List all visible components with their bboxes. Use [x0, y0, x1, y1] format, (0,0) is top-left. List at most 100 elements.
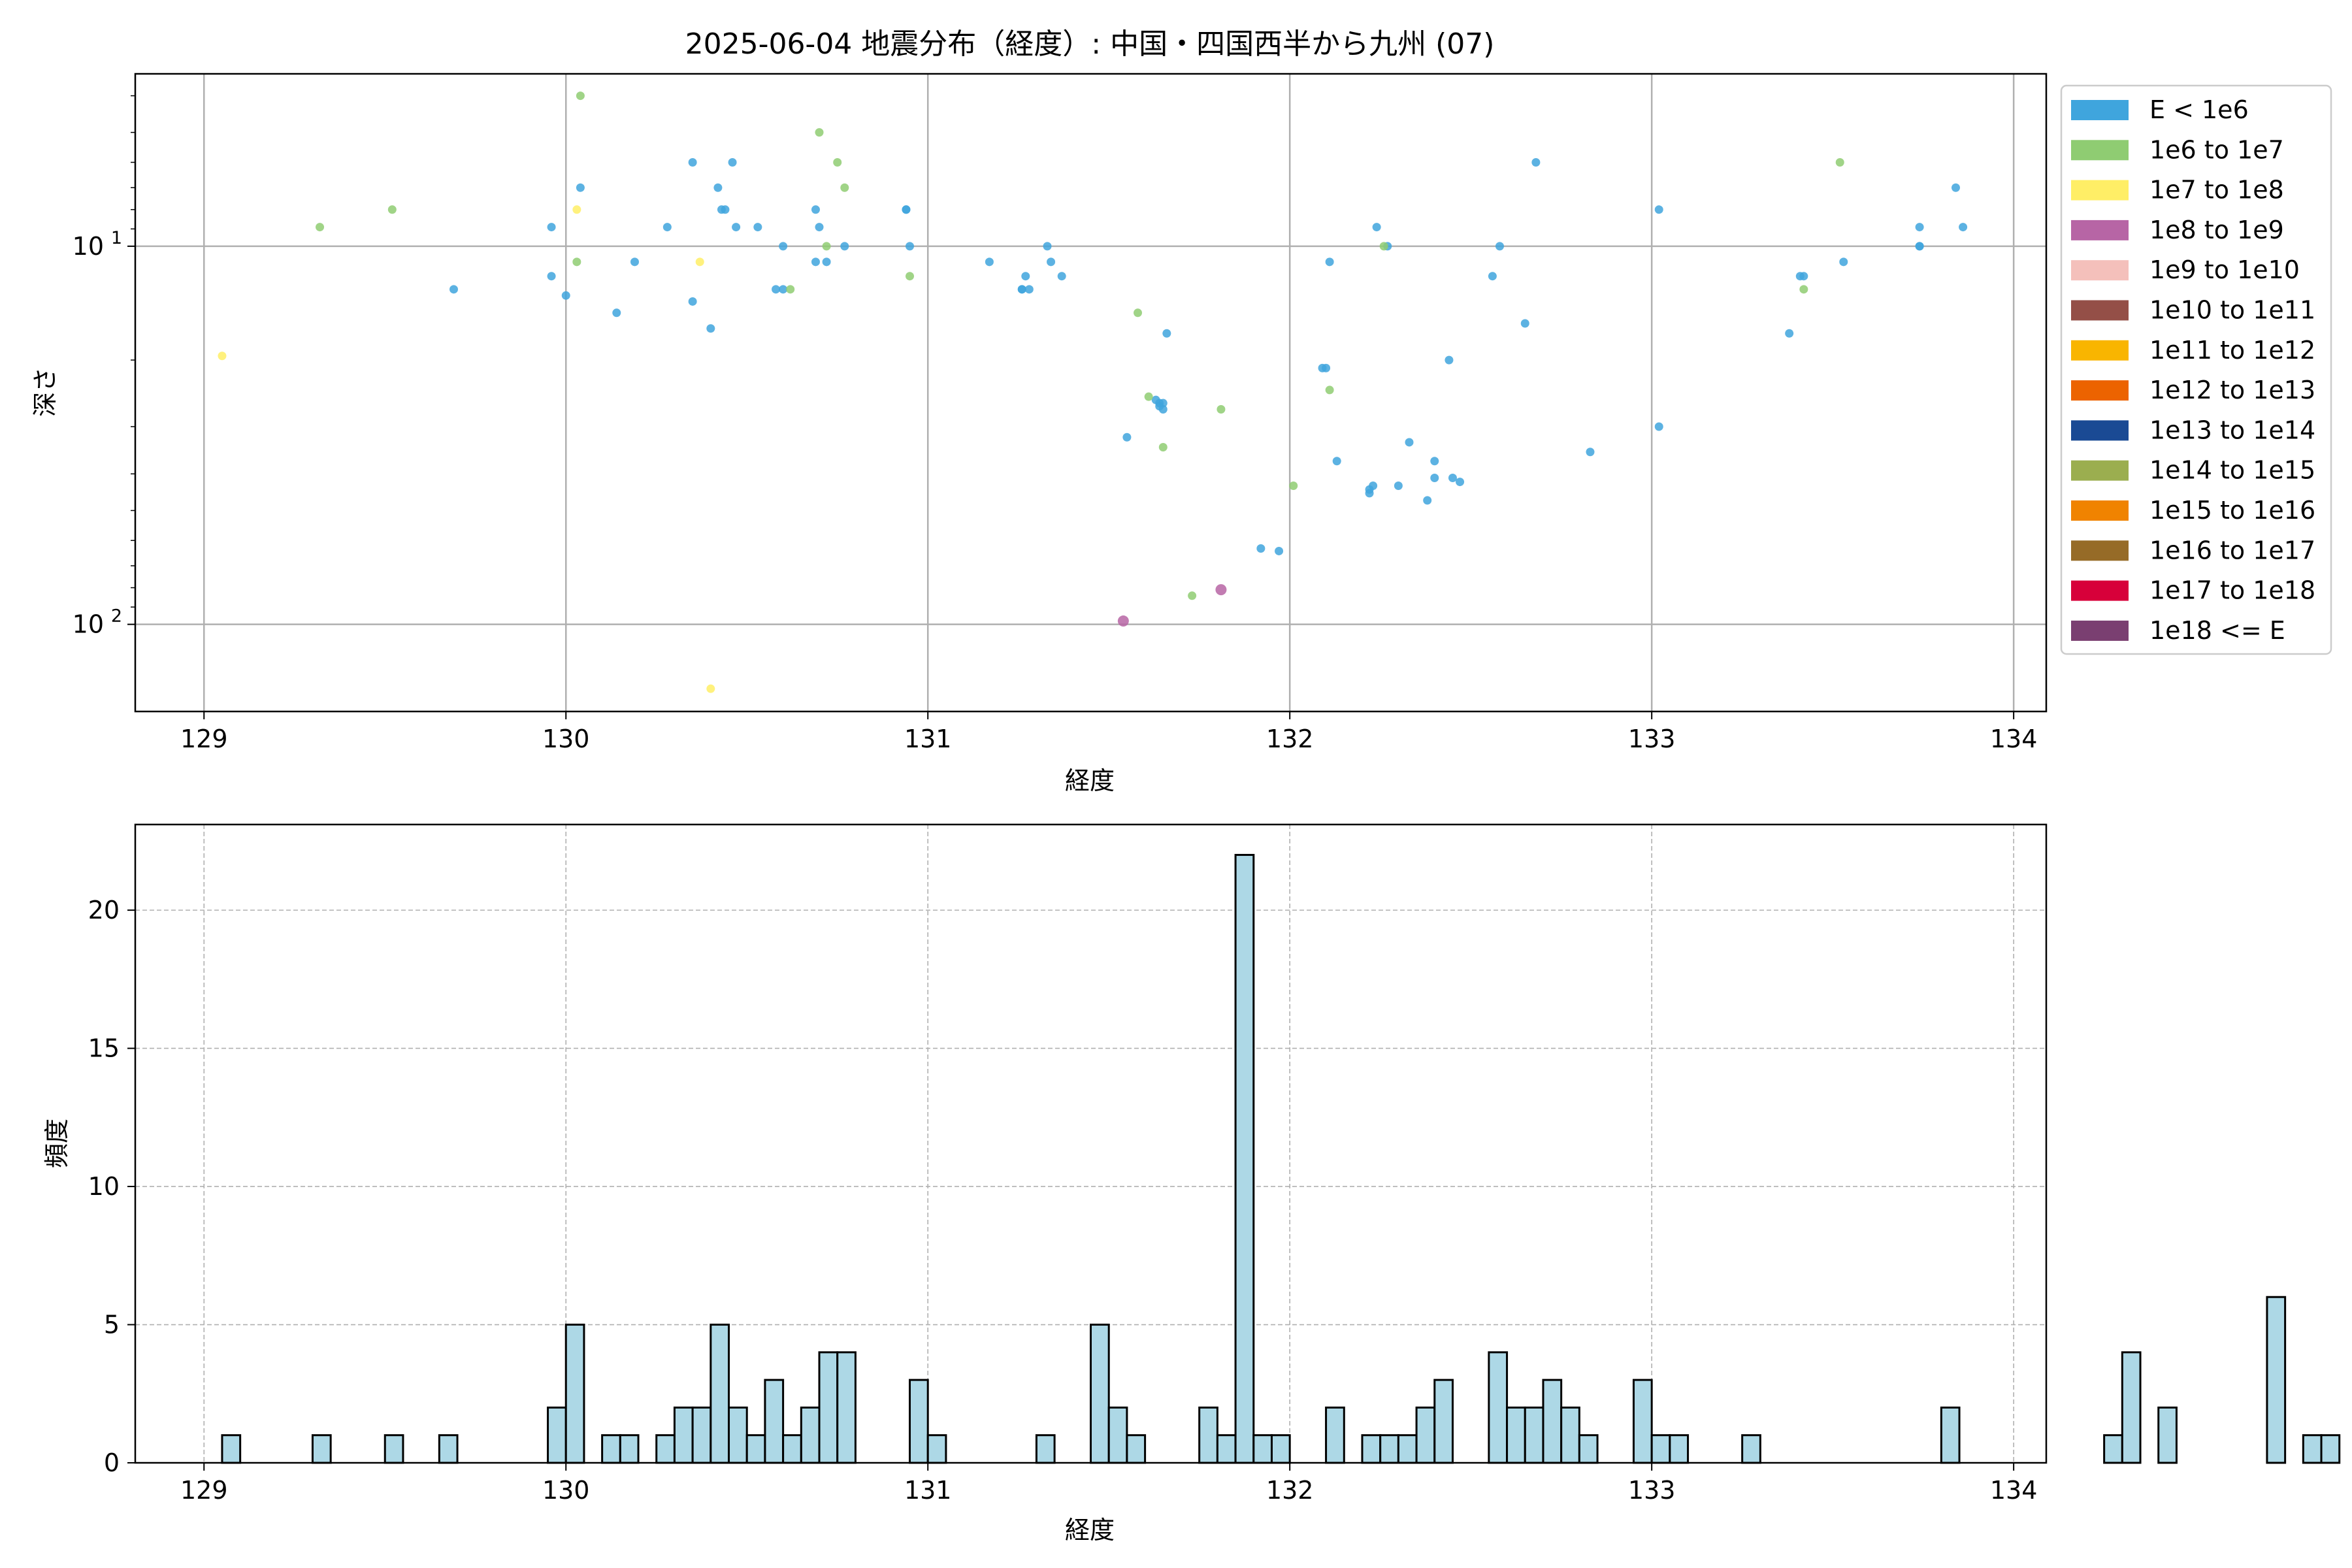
legend-swatch [2071, 380, 2129, 401]
scatter-point [387, 205, 397, 214]
scatter-point [906, 242, 915, 251]
histogram-y-tick-label: 20 [88, 896, 120, 924]
scatter-x-tick-label: 129 [180, 725, 228, 753]
scatter-point [1915, 242, 1924, 251]
scatter-point [1915, 223, 1924, 232]
legend-label: 1e13 to 1e14 [2149, 416, 2315, 444]
histogram-bar [926, 1434, 947, 1464]
scatter-point [576, 91, 585, 101]
scatter-x-tick-label: 131 [904, 725, 952, 753]
scatter-point [1215, 584, 1227, 596]
histogram-bar [1090, 1324, 1110, 1464]
histogram-x-tick-label: 133 [1628, 1476, 1676, 1505]
scatter-point [706, 324, 715, 333]
scatter-y-tick-label: 10 [73, 610, 104, 639]
scatter-point [572, 257, 581, 267]
histogram-bar [655, 1434, 676, 1464]
scatter-point [1586, 448, 1595, 457]
scatter-point [1325, 385, 1334, 395]
scatter-y-tick-exponent: 1 [111, 228, 122, 248]
scatter-x-tick-label: 133 [1628, 725, 1676, 753]
histogram-bar [1632, 1379, 1653, 1464]
histogram-bar [1126, 1434, 1147, 1464]
scatter-point [1117, 615, 1129, 627]
histogram-bar [1524, 1406, 1544, 1464]
scatter-title: 2025-06-04 地震分布（経度）: 中国・四国西半から九州 (07) [685, 27, 1495, 61]
scatter-y-tick-label: 10 [73, 232, 104, 261]
histogram-bar [691, 1406, 712, 1464]
histogram-bar [1940, 1406, 1961, 1464]
scatter-x-ticks: 129 130 131 132 133 134 [180, 711, 2037, 753]
legend-swatch [2071, 420, 2129, 441]
legend-label: E < 1e6 [2149, 95, 2249, 124]
histogram-bar [1542, 1379, 1563, 1464]
scatter-point [815, 223, 824, 232]
scatter-point [728, 157, 737, 167]
scatter-point [1188, 591, 1197, 600]
scatter-point [1959, 223, 1968, 232]
histogram-bar [1361, 1434, 1382, 1464]
scatter-point [1144, 392, 1153, 401]
histogram-bars [221, 854, 2341, 1464]
histogram-bar [1379, 1434, 1399, 1464]
legend-label: 1e15 to 1e16 [2149, 496, 2315, 525]
histogram-bar [547, 1406, 567, 1464]
scatter-point [1456, 478, 1465, 487]
scatter-point [1024, 285, 1034, 294]
histogram-bar [1578, 1434, 1599, 1464]
histogram-x-tick-label: 130 [542, 1476, 590, 1505]
histogram-bar [710, 1324, 730, 1464]
scatter-point [1520, 319, 1529, 328]
scatter-point [822, 242, 831, 251]
scatter-point [1423, 496, 1432, 505]
scatter-point [1654, 422, 1663, 431]
legend-label: 1e17 to 1e18 [2149, 576, 2315, 605]
legend-label: 1e9 to 1e10 [2149, 255, 2300, 284]
histogram-bar [1669, 1434, 1690, 1464]
histogram-bar [619, 1434, 640, 1464]
scatter-point [833, 157, 842, 167]
histogram-bar [1650, 1434, 1671, 1464]
scatter-point [1134, 308, 1143, 318]
histogram-panel: 129 130 131 132 133 134 0 5 10 15 20 経度 頻度 [42, 823, 2341, 1544]
scatter-point [1839, 257, 1848, 267]
scatter-point [1372, 223, 1381, 232]
legend-swatch [2071, 260, 2129, 281]
scatter-point [630, 257, 639, 267]
histogram-bar [1325, 1406, 1345, 1464]
scatter-point [1017, 285, 1026, 294]
scatter-point [1448, 474, 1457, 483]
scatter-point [688, 157, 697, 167]
scatter-point [1043, 242, 1052, 251]
histogram-y-tick-label: 0 [104, 1448, 120, 1477]
scatter-point [316, 223, 325, 232]
scatter-point [1835, 157, 1844, 167]
scatter-point [1047, 257, 1056, 267]
legend: E < 1e6 1e6 to 1e7 1e7 to 1e8 1e8 to 1e9 1e9… [2060, 84, 2332, 655]
scatter-point [732, 223, 741, 232]
scatter-point [985, 257, 994, 267]
scatter-point [1445, 355, 1454, 365]
histogram-bar [800, 1406, 821, 1464]
histogram-bar [1488, 1351, 1509, 1464]
legend-swatch [2071, 220, 2129, 240]
scatter-point [906, 272, 915, 281]
scatter-y-axis-label: 深さ [31, 367, 59, 417]
scatter-point [1405, 438, 1414, 447]
histogram-bar [1560, 1406, 1580, 1464]
scatter-point [1158, 399, 1168, 408]
histogram-bar [1741, 1434, 1761, 1464]
legend-label: 1e10 to 1e11 [2149, 296, 2315, 325]
histogram-x-tick-label: 132 [1266, 1476, 1314, 1505]
histogram-bar [1506, 1406, 1526, 1464]
histogram-axes-frame [134, 823, 2048, 1464]
histogram-bar [438, 1434, 459, 1464]
legend-swatch [2071, 460, 2129, 481]
scatter-point [753, 223, 762, 232]
legend-swatch [2071, 300, 2129, 321]
histogram-bar [311, 1434, 332, 1464]
legend-label: 1e8 to 1e9 [2149, 216, 2284, 244]
histogram-y-tick-label: 10 [88, 1172, 120, 1201]
scatter-x-axis-label: 経度 [1065, 766, 1115, 795]
